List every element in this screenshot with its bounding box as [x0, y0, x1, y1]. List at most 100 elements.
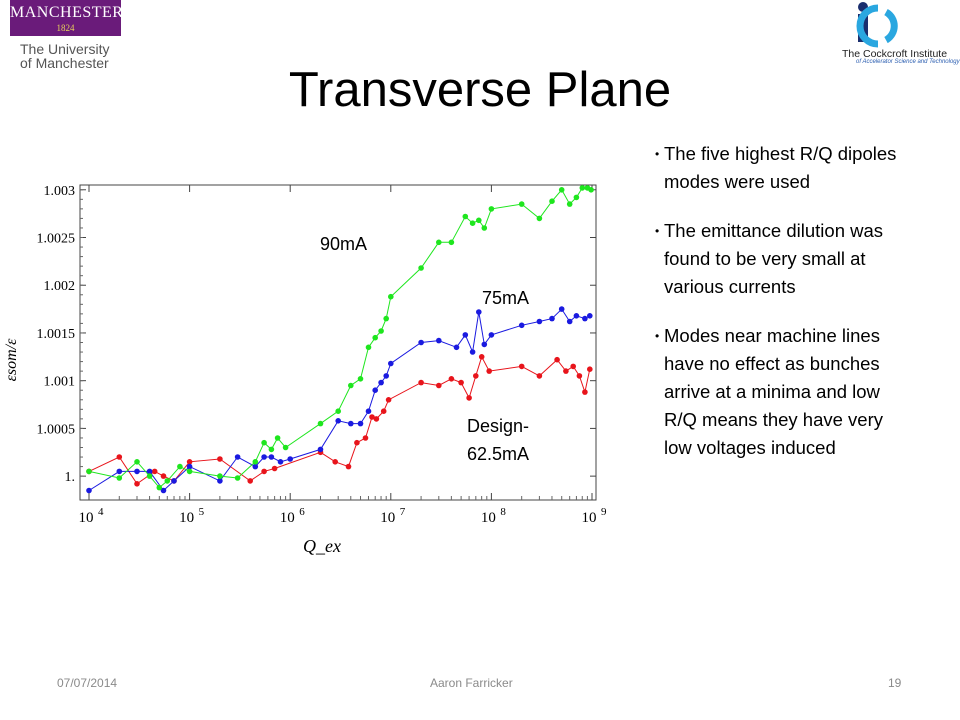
y-tick-label: 1.001 [44, 375, 76, 390]
data-point [345, 463, 352, 470]
data-point [164, 478, 171, 484]
slide-title: Transverse Plane [288, 63, 672, 117]
data-point [383, 315, 390, 322]
x-tick-exponent: 9 [601, 506, 607, 518]
data-point [518, 363, 525, 370]
series-line [88, 355, 591, 485]
bullet-item: Modes near machine lines have no effect … [655, 322, 909, 462]
x-tick-exponent: 8 [500, 506, 506, 518]
data-point [466, 395, 472, 401]
data-point [518, 322, 525, 329]
data-point [277, 459, 284, 465]
data-point [462, 332, 469, 338]
data-point [252, 463, 259, 470]
data-point [385, 397, 392, 403]
cockcroft-subtitle: of Accelerator Science and Technology [856, 59, 960, 65]
data-point [573, 313, 580, 319]
manchester-crest-box: MANCHESTER 1824 [10, 0, 124, 36]
data-point [372, 334, 379, 341]
data-point [478, 354, 485, 360]
data-point [268, 454, 275, 460]
x-tick-label: 10 [582, 510, 597, 526]
data-point [378, 379, 384, 386]
data-point [146, 473, 153, 479]
data-point [373, 416, 380, 422]
data-point [217, 473, 223, 479]
data-point [566, 201, 573, 207]
data-point [317, 446, 324, 453]
bullet-list: The five highest R/Q dipoles modes were … [655, 140, 909, 483]
y-tick-label: 1.0005 [37, 422, 76, 437]
data-point [261, 468, 267, 475]
data-point [448, 239, 455, 246]
data-point [436, 382, 442, 389]
data-point [380, 408, 387, 414]
data-point [177, 463, 183, 470]
x-tick-label: 10 [380, 510, 395, 526]
data-point [458, 379, 464, 386]
data-point [486, 368, 493, 374]
data-point [436, 337, 442, 344]
data-point [536, 215, 543, 222]
data-point [151, 468, 158, 475]
data-point [582, 389, 588, 395]
data-point [134, 468, 140, 475]
data-point [217, 456, 223, 462]
x-tick-exponent: 4 [98, 506, 104, 518]
data-point [388, 360, 394, 367]
x-tick-exponent: 6 [299, 506, 305, 518]
data-point [348, 382, 354, 389]
data-point [335, 418, 342, 424]
data-point [86, 487, 92, 494]
data-point [357, 420, 364, 427]
data-point [418, 265, 424, 271]
data-point [332, 459, 339, 465]
footer-author: Aaron Farricker [430, 676, 513, 690]
data-point [383, 373, 390, 379]
data-point [261, 439, 267, 446]
data-point [388, 293, 394, 300]
cockcroft-institute-logo: The Cockcroft Institute of Accelerator S… [838, 0, 960, 72]
data-point [134, 459, 140, 465]
data-point [365, 408, 372, 414]
data-point [287, 456, 294, 462]
data-point [566, 318, 573, 325]
data-point [160, 473, 167, 479]
data-point [536, 373, 543, 379]
data-point [549, 315, 555, 322]
annotation-90ma: 90mA [320, 234, 368, 254]
x-tick-label: 10 [481, 510, 496, 526]
data-point [476, 309, 482, 315]
manchester-name: MANCHESTER [10, 4, 124, 21]
data-point [469, 349, 476, 355]
cockcroft-name: The Cockcroft Institute [842, 48, 948, 60]
data-point [362, 435, 369, 441]
data-point [234, 454, 241, 460]
data-point [234, 475, 241, 481]
data-point [582, 315, 588, 322]
data-point [116, 475, 123, 481]
data-point [518, 201, 525, 207]
data-point [549, 198, 555, 204]
data-point [558, 306, 565, 312]
data-point [369, 414, 375, 420]
data-point [116, 468, 123, 475]
data-point [274, 435, 281, 441]
data-point [247, 478, 253, 484]
data-point [481, 341, 488, 348]
cockcroft-emblem-icon [856, 2, 898, 48]
data-point [186, 459, 193, 465]
data-point [436, 239, 442, 246]
data-point [570, 363, 576, 370]
x-tick-label: 10 [280, 510, 295, 526]
university-name: The University of Manchester [20, 42, 109, 70]
data-point [476, 217, 482, 224]
data-point [576, 373, 583, 379]
data-point [160, 487, 167, 494]
data-point [156, 484, 163, 491]
y-tick-label: 1.002 [44, 279, 76, 294]
data-point [462, 213, 469, 220]
data-point [86, 468, 92, 475]
y-tick-label: 1. [65, 470, 76, 485]
data-point [186, 463, 193, 470]
